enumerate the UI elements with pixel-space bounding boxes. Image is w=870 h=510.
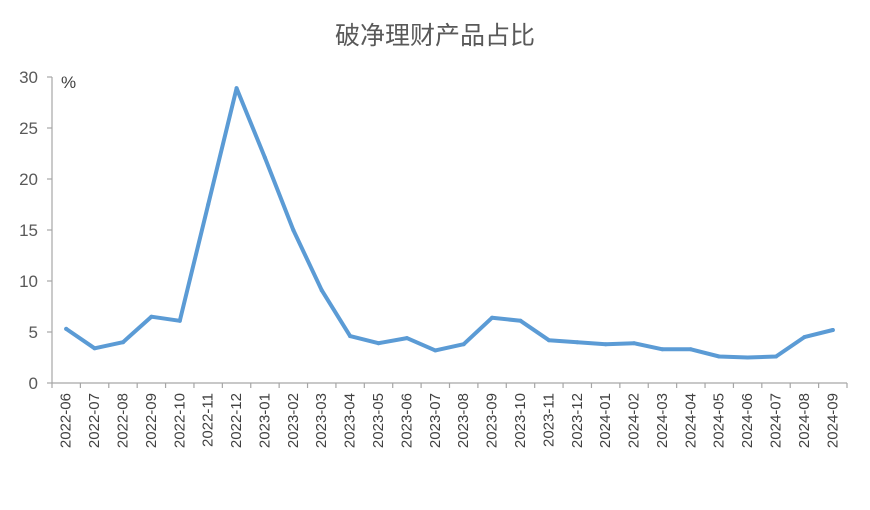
- series-line: [64, 86, 835, 360]
- x-tick-label: 2023-04: [342, 393, 359, 448]
- x-tick-label: 2023-11: [540, 393, 557, 447]
- data-point: [490, 315, 495, 320]
- x-tick-label: 2024-04: [682, 393, 699, 448]
- x-tick-label: 2023-09: [484, 393, 501, 448]
- data-point: [92, 346, 97, 351]
- y-axis-unit-label: %: [61, 73, 76, 92]
- x-tick-label: 2024-05: [711, 393, 728, 448]
- data-point: [433, 348, 438, 353]
- x-tick-label: 2023-01: [256, 393, 273, 448]
- x-tick-label: 2022-10: [171, 393, 188, 448]
- data-point: [206, 202, 211, 207]
- x-tick-label: 2022-12: [228, 393, 245, 448]
- y-tick-label: 15: [19, 221, 38, 240]
- data-point: [404, 336, 409, 341]
- y-tick-label: 0: [29, 374, 38, 393]
- data-point: [632, 341, 637, 346]
- x-tick-label: 2023-02: [285, 393, 302, 448]
- data-point: [802, 335, 807, 340]
- x-tick-label: 2024-03: [654, 393, 671, 448]
- x-tick-label: 2024-08: [796, 393, 813, 448]
- data-point: [546, 338, 551, 343]
- x-tick-label: 2022-06: [58, 393, 75, 448]
- data-point: [177, 318, 182, 323]
- axes: [47, 76, 848, 388]
- data-point: [688, 347, 693, 352]
- x-tick-label: 2023-12: [569, 393, 586, 448]
- y-tick-label: 25: [19, 119, 38, 138]
- x-tick-label: 2023-05: [370, 393, 387, 448]
- x-tick-label: 2022-09: [143, 393, 160, 448]
- data-point: [291, 228, 296, 232]
- x-tick-label: 2023-08: [455, 393, 472, 448]
- x-tick-label: 2024-06: [739, 393, 756, 448]
- x-tick-label: 2023-06: [398, 393, 415, 448]
- data-point: [518, 318, 523, 323]
- chart-title: 破净理财产品占比: [335, 21, 535, 50]
- x-tick-label: 2022-08: [114, 393, 131, 448]
- x-tick-label: 2024-09: [824, 393, 841, 448]
- series-group: [64, 86, 835, 360]
- data-point: [461, 342, 466, 347]
- x-tick-label: 2024-02: [626, 393, 643, 448]
- data-point: [376, 341, 381, 346]
- x-tick-label: 2022-07: [86, 393, 103, 448]
- data-point: [603, 342, 608, 347]
- data-point: [64, 326, 69, 331]
- data-point: [774, 354, 778, 359]
- x-tick-label: 2023-03: [313, 393, 330, 448]
- data-point: [745, 355, 750, 360]
- data-point: [830, 328, 835, 332]
- data-point: [575, 340, 580, 345]
- y-tick-label: 10: [19, 272, 38, 291]
- data-point: [717, 354, 722, 359]
- x-tick-label: 2024-01: [597, 393, 614, 448]
- x-tick-label: 2024-07: [768, 393, 785, 448]
- data-point: [660, 347, 665, 352]
- x-tick-label: 2023-10: [512, 393, 529, 448]
- y-tick-label: 5: [29, 323, 38, 342]
- y-tick-label: 20: [19, 170, 38, 189]
- x-tick-label: 2022-11: [200, 393, 217, 447]
- data-point: [319, 288, 324, 293]
- data-point: [348, 334, 353, 339]
- y-tick-label: 30: [19, 68, 38, 87]
- data-point: [149, 314, 154, 319]
- x-tick-label: 2023-07: [427, 393, 444, 448]
- data-point: [262, 155, 267, 160]
- data-point: [234, 86, 239, 91]
- x-tick-labels: 2022-06 2022-07 2022-08 2022-09 2022-10 2022-…: [58, 393, 842, 448]
- y-tick-labels: 0 5 10 15 20 25 30: [19, 68, 38, 393]
- data-point: [121, 340, 125, 345]
